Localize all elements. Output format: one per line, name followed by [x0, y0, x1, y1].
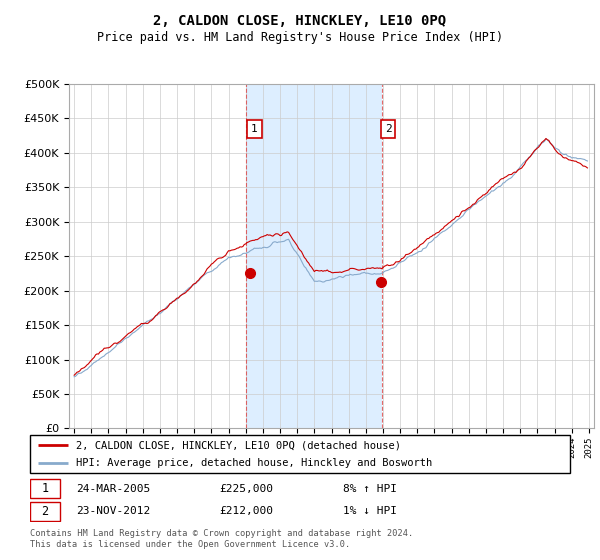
Text: HPI: Average price, detached house, Hinckley and Bosworth: HPI: Average price, detached house, Hinc…: [76, 458, 432, 468]
Text: 8% ↑ HPI: 8% ↑ HPI: [343, 484, 397, 494]
Text: 24-MAR-2005: 24-MAR-2005: [76, 484, 150, 494]
Text: 1: 1: [41, 482, 49, 496]
Bar: [30, 502, 60, 521]
Text: 1: 1: [251, 124, 257, 134]
Bar: [30, 479, 60, 498]
Text: £212,000: £212,000: [219, 506, 273, 516]
Text: 23-NOV-2012: 23-NOV-2012: [76, 506, 150, 516]
Text: 2, CALDON CLOSE, HINCKLEY, LE10 0PQ: 2, CALDON CLOSE, HINCKLEY, LE10 0PQ: [154, 14, 446, 28]
Bar: [246, 84, 382, 428]
Text: Price paid vs. HM Land Registry's House Price Index (HPI): Price paid vs. HM Land Registry's House …: [97, 31, 503, 44]
Text: £225,000: £225,000: [219, 484, 273, 494]
Text: 2: 2: [41, 505, 49, 518]
Text: 1% ↓ HPI: 1% ↓ HPI: [343, 506, 397, 516]
Text: Contains HM Land Registry data © Crown copyright and database right 2024.
This d: Contains HM Land Registry data © Crown c…: [30, 529, 413, 549]
Text: 2, CALDON CLOSE, HINCKLEY, LE10 0PQ (detached house): 2, CALDON CLOSE, HINCKLEY, LE10 0PQ (det…: [76, 440, 401, 450]
Text: 2: 2: [385, 124, 391, 134]
